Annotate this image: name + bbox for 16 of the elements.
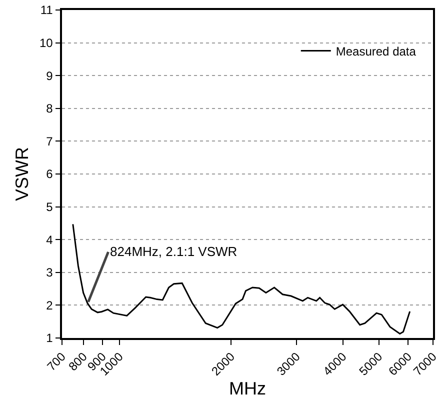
- x-tick-label: 700: [44, 349, 69, 374]
- y-tick-label: 1: [46, 331, 54, 346]
- y-tick-label: 2: [46, 298, 54, 312]
- y-tick-label: 6: [46, 167, 54, 182]
- y-tick-label: 11: [40, 3, 54, 18]
- y-tick-label: 7: [46, 134, 54, 148]
- y-tick-label: 5: [46, 200, 54, 214]
- y-tick-label: 8: [46, 102, 54, 116]
- y-tick-label: 10: [39, 36, 54, 50]
- y-tick-label: 9: [46, 68, 54, 83]
- legend-label: Measured data: [336, 44, 416, 58]
- y-tick-label: 3: [46, 266, 54, 280]
- annotation: 824MHz, 2.1:1 VSWR: [110, 244, 238, 259]
- y-tick-label: 4: [46, 232, 54, 247]
- x-axis-title: MHz: [229, 378, 266, 398]
- y-axis-title: VSWR: [12, 147, 32, 201]
